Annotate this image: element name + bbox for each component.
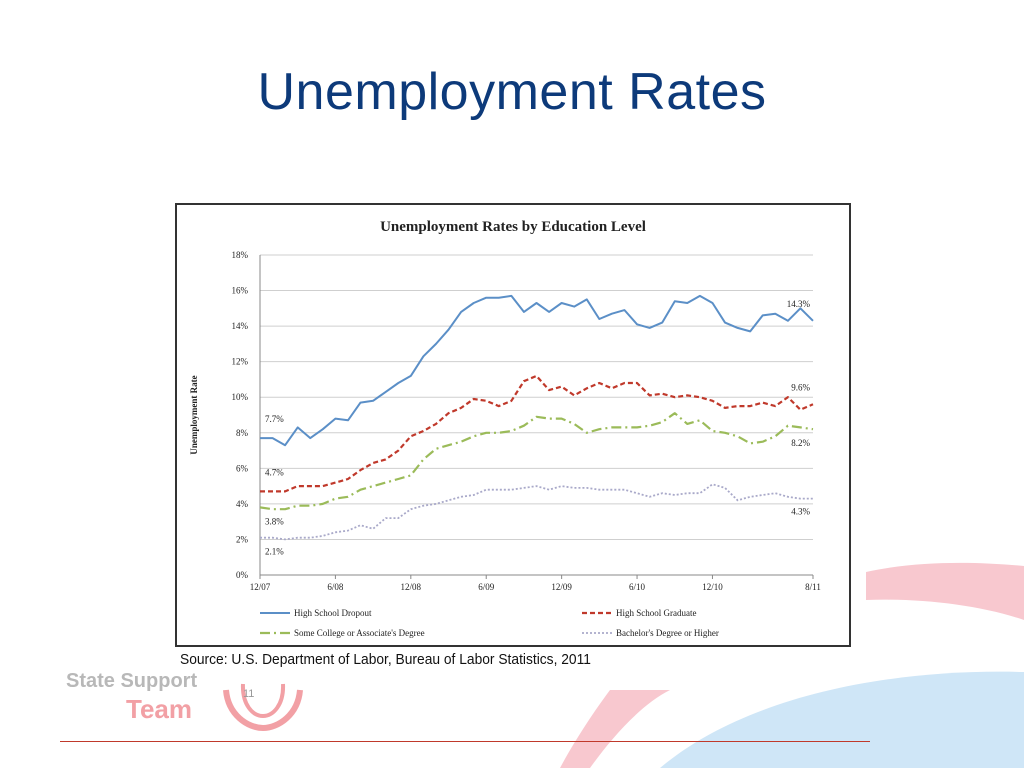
blue-swoosh-right — [660, 671, 1024, 768]
y-tick-label: 12% — [232, 357, 249, 367]
logo-emblem-icon — [223, 683, 303, 732]
x-tick-label: 6/09 — [478, 582, 495, 592]
series-start-label: 7.7% — [265, 414, 284, 424]
x-tick-label: 12/07 — [250, 582, 271, 592]
footer-divider — [60, 741, 870, 742]
y-tick-label: 6% — [236, 463, 249, 473]
legend-label: Bachelor's Degree or Higher — [616, 628, 719, 638]
x-tick-label: 6/08 — [327, 582, 344, 592]
legend-label: High School Dropout — [294, 608, 372, 618]
y-tick-label: 4% — [236, 499, 249, 509]
x-tick-label: 12/10 — [702, 582, 723, 592]
legend-label: Some College or Associate's Degree — [294, 628, 425, 638]
y-axis-label: Unemployment Rate — [189, 375, 199, 454]
y-tick-label: 0% — [236, 570, 249, 580]
x-tick-label: 8/11 — [805, 582, 821, 592]
series-start-label: 3.8% — [265, 516, 284, 526]
page-number: 11 — [243, 688, 255, 700]
y-tick-label: 10% — [232, 392, 249, 402]
y-tick-label: 8% — [236, 428, 249, 438]
x-tick-label: 6/10 — [629, 582, 646, 592]
series-line-3 — [260, 483, 813, 541]
line-chart: Unemployment Rates by Education Level 0% 2… — [189, 219, 821, 638]
chart-frame: Unemployment Rates by Education Level 0% 2… — [175, 203, 851, 647]
logo-text-line1: State Support — [66, 670, 198, 692]
pink-swoosh-bottom — [560, 690, 670, 768]
chart-title: Unemployment Rates by Education Level — [380, 219, 646, 235]
state-support-team-logo: State Support Team 11 — [66, 668, 316, 740]
series-end-label: 8.2% — [791, 438, 810, 448]
series-line-2 — [259, 412, 814, 511]
series-start-label: 4.7% — [265, 467, 284, 477]
x-tick-label: 12/08 — [401, 582, 422, 592]
legend-label: High School Graduate — [616, 608, 696, 618]
logo-text-line2: Team — [126, 694, 192, 724]
series-start-label: 2.1% — [265, 547, 284, 557]
y-tick-label: 2% — [236, 534, 249, 544]
slide-title: Unemployment Rates — [257, 63, 767, 121]
series-line-0 — [260, 294, 814, 447]
x-tick-label: 12/09 — [551, 582, 572, 592]
source-caption: Source: U.S. Department of Labor, Bureau… — [180, 651, 591, 668]
pink-swoosh-right — [866, 562, 1024, 620]
series-end-label: 4.3% — [791, 507, 810, 517]
series-end-label: 14.3% — [787, 299, 811, 309]
series-end-label: 9.6% — [791, 382, 810, 392]
y-tick-label: 16% — [232, 286, 249, 296]
y-tick-label: 18% — [232, 250, 249, 260]
y-tick-label: 14% — [232, 321, 249, 331]
series-line-1 — [260, 374, 814, 493]
